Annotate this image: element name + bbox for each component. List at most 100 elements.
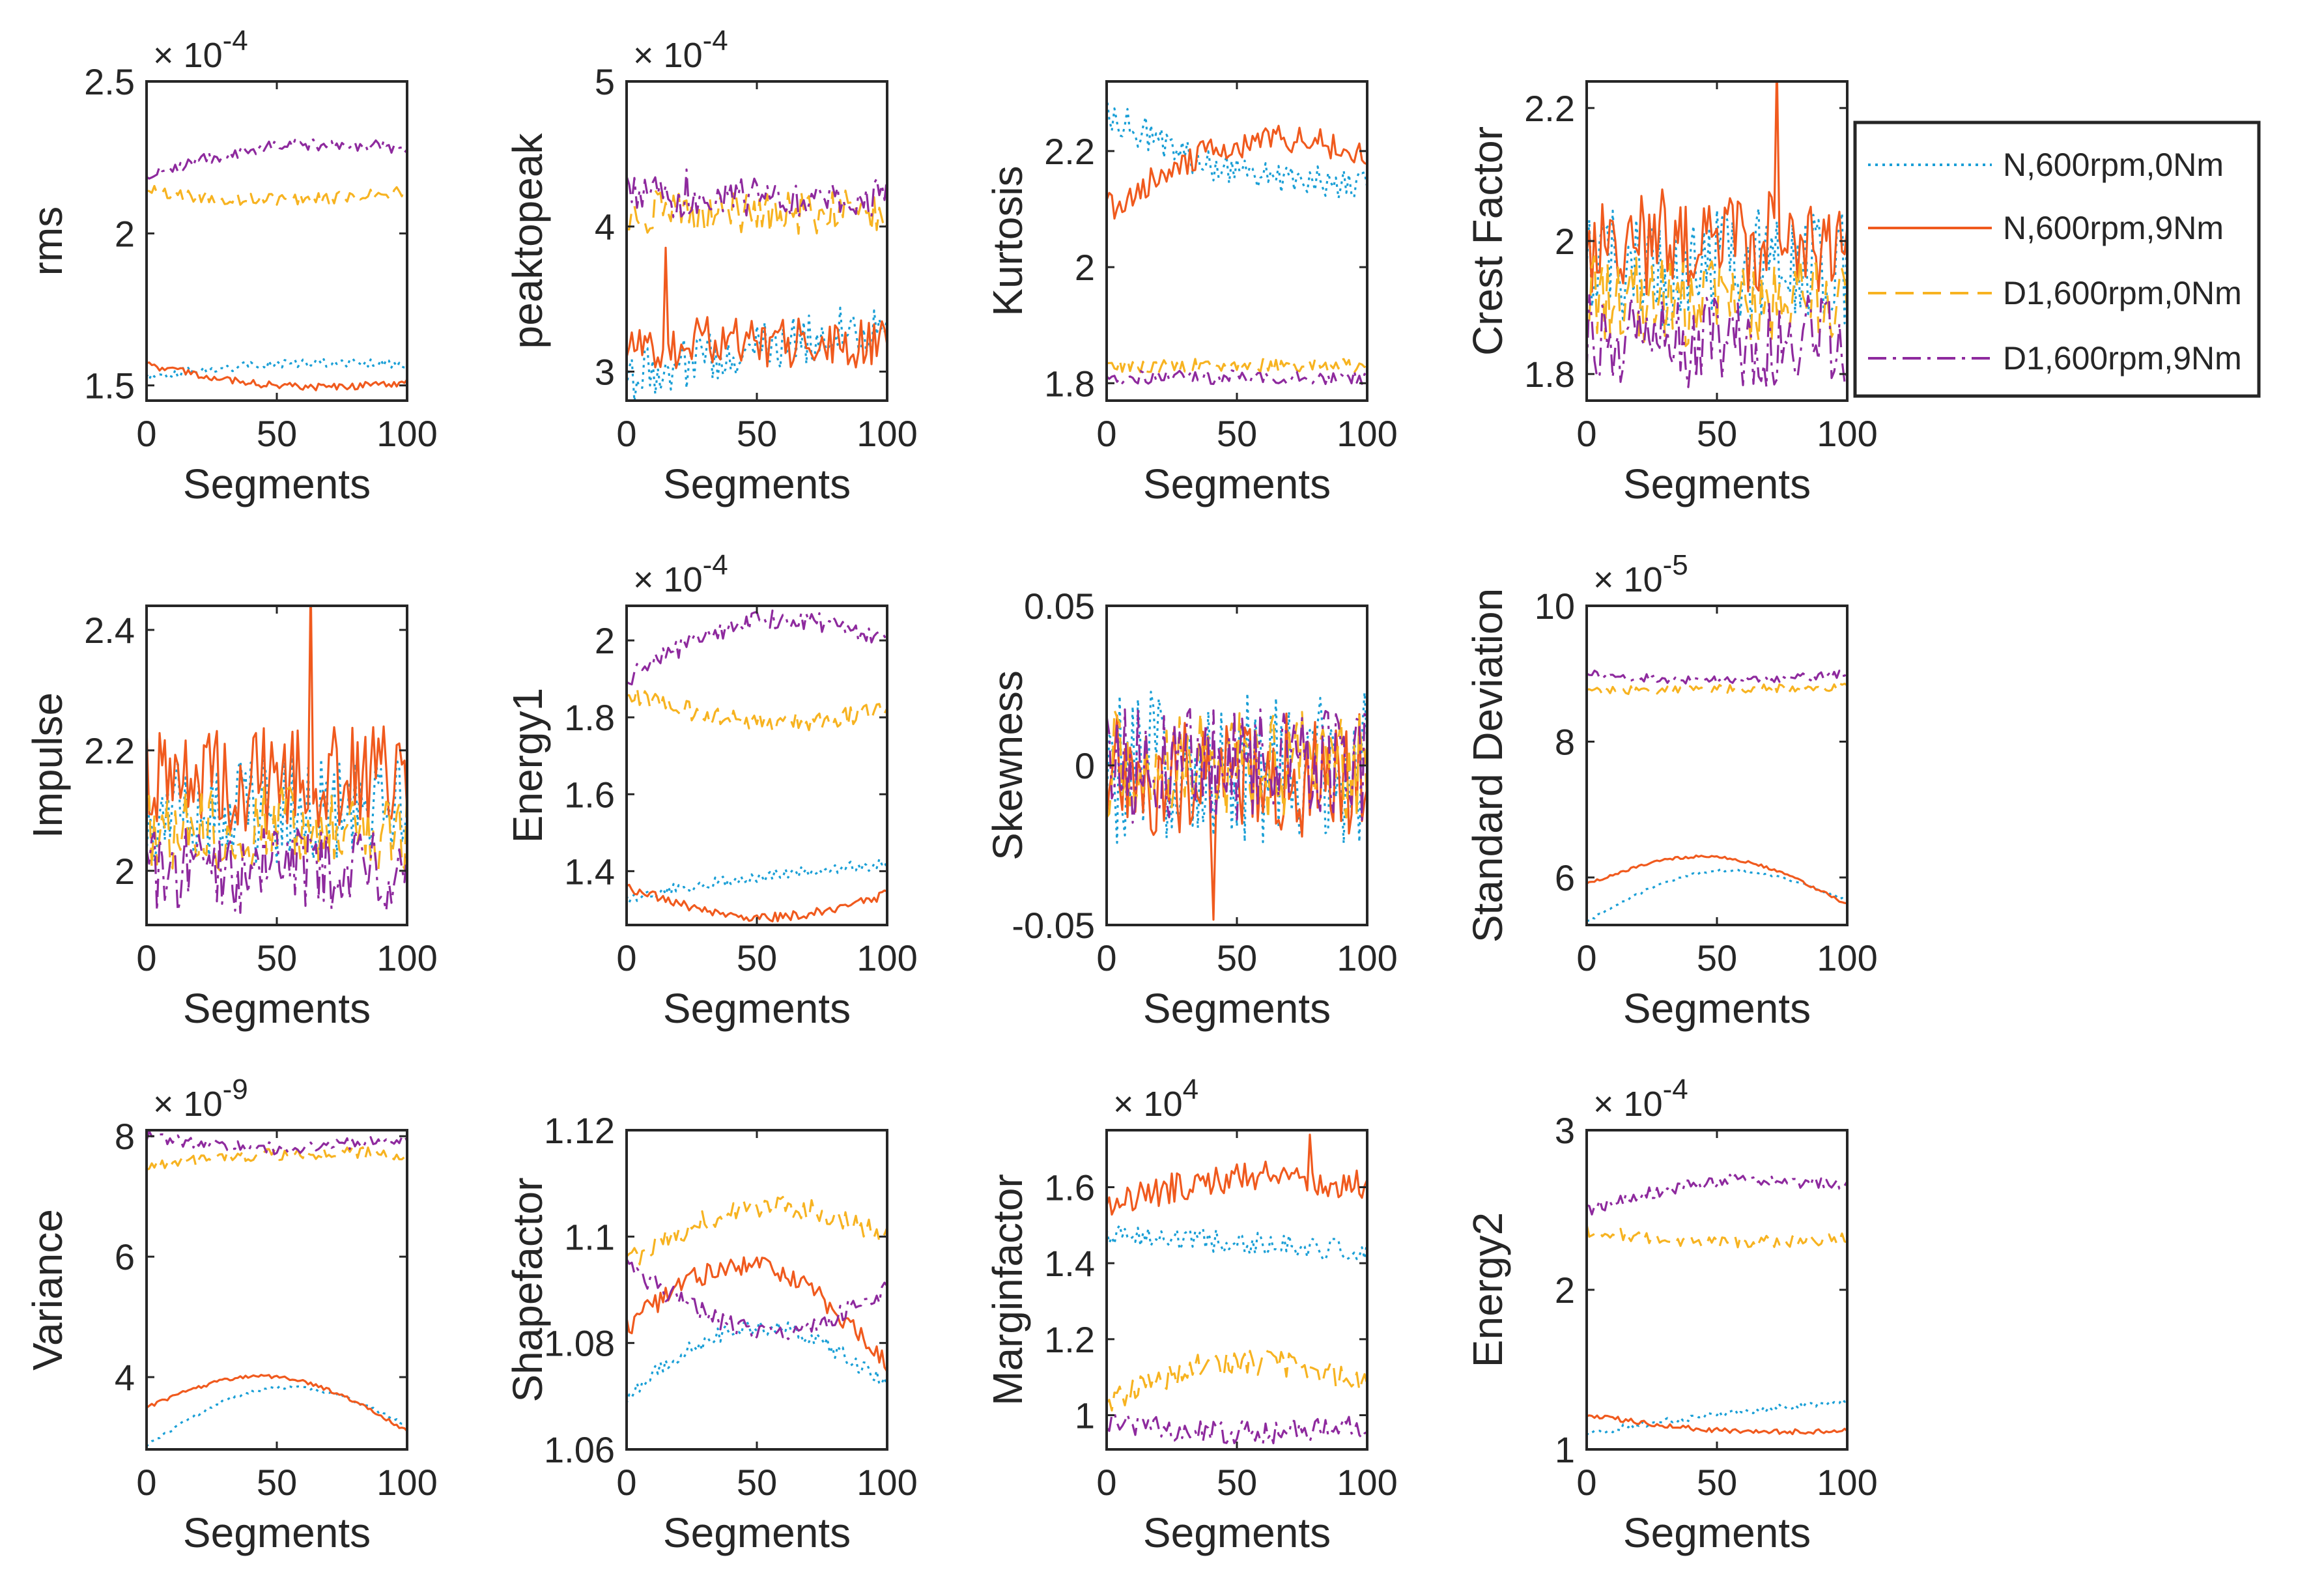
subplot-8: 0 50 100 6 8 10 × 10-5 Segments Standard Deviati… [1464,549,1878,1032]
y-tick-label: 2 [1075,247,1095,288]
x-tick-label: 100 [1337,937,1397,978]
axis-exponent: × 104 [1113,1074,1198,1124]
x-axis-label: Segments [1143,461,1331,507]
y-tick-label: 10 [1535,586,1575,627]
y-axis-label: Variance [24,1209,71,1371]
y-tick-label: 1 [1555,1429,1575,1470]
series-line-1 [147,1385,407,1447]
series-line-4 [1587,669,1847,685]
y-tick-label: 4 [595,206,615,248]
series-group [147,1130,407,1447]
series-line-1 [1587,1398,1847,1436]
y-tick-label: 2 [115,213,135,254]
x-tick-label: 0 [1576,1462,1596,1503]
x-tick-label: 0 [136,413,156,454]
series-line-4 [627,609,887,686]
series-line-2 [1107,712,1367,921]
axis-exponent: × 10-4 [153,25,248,75]
series-line-1 [147,756,407,863]
x-tick-label: 50 [737,1462,777,1503]
axis-exponent: × 10-5 [1593,549,1688,599]
y-tick-label: 0 [1075,745,1095,786]
x-tick-label: 0 [1096,413,1116,454]
y-tick-label: 4 [115,1357,135,1398]
series-line-4 [147,138,407,180]
y-axis-label: Standard Deviation [1464,588,1511,943]
series-line-1 [627,1318,887,1404]
y-tick-label: 1.12 [544,1110,615,1151]
subplot-1: 0 50 100 1.5 2 2.5 × 10-4 Segments rms [24,25,438,507]
y-tick-label: 2 [1555,221,1575,262]
series-line-4 [1587,294,1847,388]
series-line-1 [1587,868,1847,922]
x-tick-label: 100 [857,413,917,454]
y-tick-label: 2 [1555,1270,1575,1311]
series-line-2 [627,246,887,369]
subplot-3: 0 50 100 1.8 2 2.2 Segments Kurtosis [984,80,1398,507]
x-tick-label: 0 [616,937,636,978]
legend-box [1853,121,2261,398]
x-tick-label: 0 [1576,413,1596,454]
y-tick-label: 0.05 [1024,586,1095,627]
series-line-2 [1107,1133,1367,1216]
x-tick-label: 100 [376,937,437,978]
x-tick-label: 50 [257,937,297,978]
y-tick-label: 8 [115,1116,135,1157]
series-group [627,1195,887,1404]
series-line-4 [627,1259,887,1341]
series-line-2 [147,1374,407,1432]
series-line-4 [1587,1173,1847,1216]
x-tick-label: 100 [857,1462,917,1503]
x-axis-label: Segments [1143,1509,1331,1556]
x-axis-label: Segments [663,985,851,1032]
x-tick-label: 100 [1817,937,1877,978]
series-line-1 [1107,1224,1367,1261]
x-tick-label: 50 [1217,413,1257,454]
y-tick-label: 1.4 [564,851,615,892]
axis-exponent: × 10-4 [1593,1074,1688,1124]
axis-exponent: × 10-4 [633,25,728,75]
x-tick-label: 0 [1576,937,1596,978]
x-tick-label: 50 [1697,413,1737,454]
y-axis-label: Skewness [984,670,1031,861]
series-line-2 [627,1256,887,1373]
series-line-3 [1107,709,1367,821]
y-tick-label: 3 [1555,1110,1575,1151]
axes-box [1585,1129,1849,1451]
subplot-10: 0 50 100 1.06 1.08 1.1 1.12 Segments Shapefactor [504,1110,918,1556]
series-group [1107,95,1367,386]
series-group [1587,81,1847,388]
x-tick-label: 0 [616,413,636,454]
series-group [1107,1133,1367,1445]
x-tick-label: 50 [737,413,777,454]
series-line-4 [1107,707,1367,824]
y-tick-label: 1.6 [564,774,615,815]
series-line-3 [627,687,887,732]
y-axis-label: Crest Factor [1464,126,1511,356]
series-line-3 [627,1195,887,1266]
x-tick-label: 100 [376,413,437,454]
axis-exponent: × 10-4 [633,549,728,599]
legend: N,600rpm,0Nm N,600rpm,9Nm D1,600rpm,0Nm … [1853,121,2261,398]
legend-entry-2: N,600rpm,9Nm [1868,210,2224,246]
y-tick-label: 1.06 [544,1429,615,1470]
series-line-3 [627,189,887,235]
y-tick-label: 2.4 [84,610,135,651]
y-tick-label: 5 [595,61,615,102]
series-group [1587,1173,1847,1436]
series-group [147,606,407,914]
y-tick-label: 2.5 [84,61,135,102]
legend-label-3: D1,600rpm,0Nm [2003,275,2242,311]
y-axis-label: Shapefactor [504,1177,551,1402]
x-tick-label: 0 [136,937,156,978]
y-axis-label: rms [24,206,71,276]
y-tick-label: 2.2 [1524,88,1575,129]
axes-box [145,1129,408,1451]
y-tick-label: 2 [595,620,615,661]
series-line-3 [1107,358,1367,374]
y-axis-label: Energy1 [504,688,551,843]
x-tick-label: 50 [1217,1462,1257,1503]
y-tick-label: 6 [1555,857,1575,898]
axis-exponent: × 10-9 [153,1074,248,1124]
x-tick-label: 0 [1096,1462,1116,1503]
